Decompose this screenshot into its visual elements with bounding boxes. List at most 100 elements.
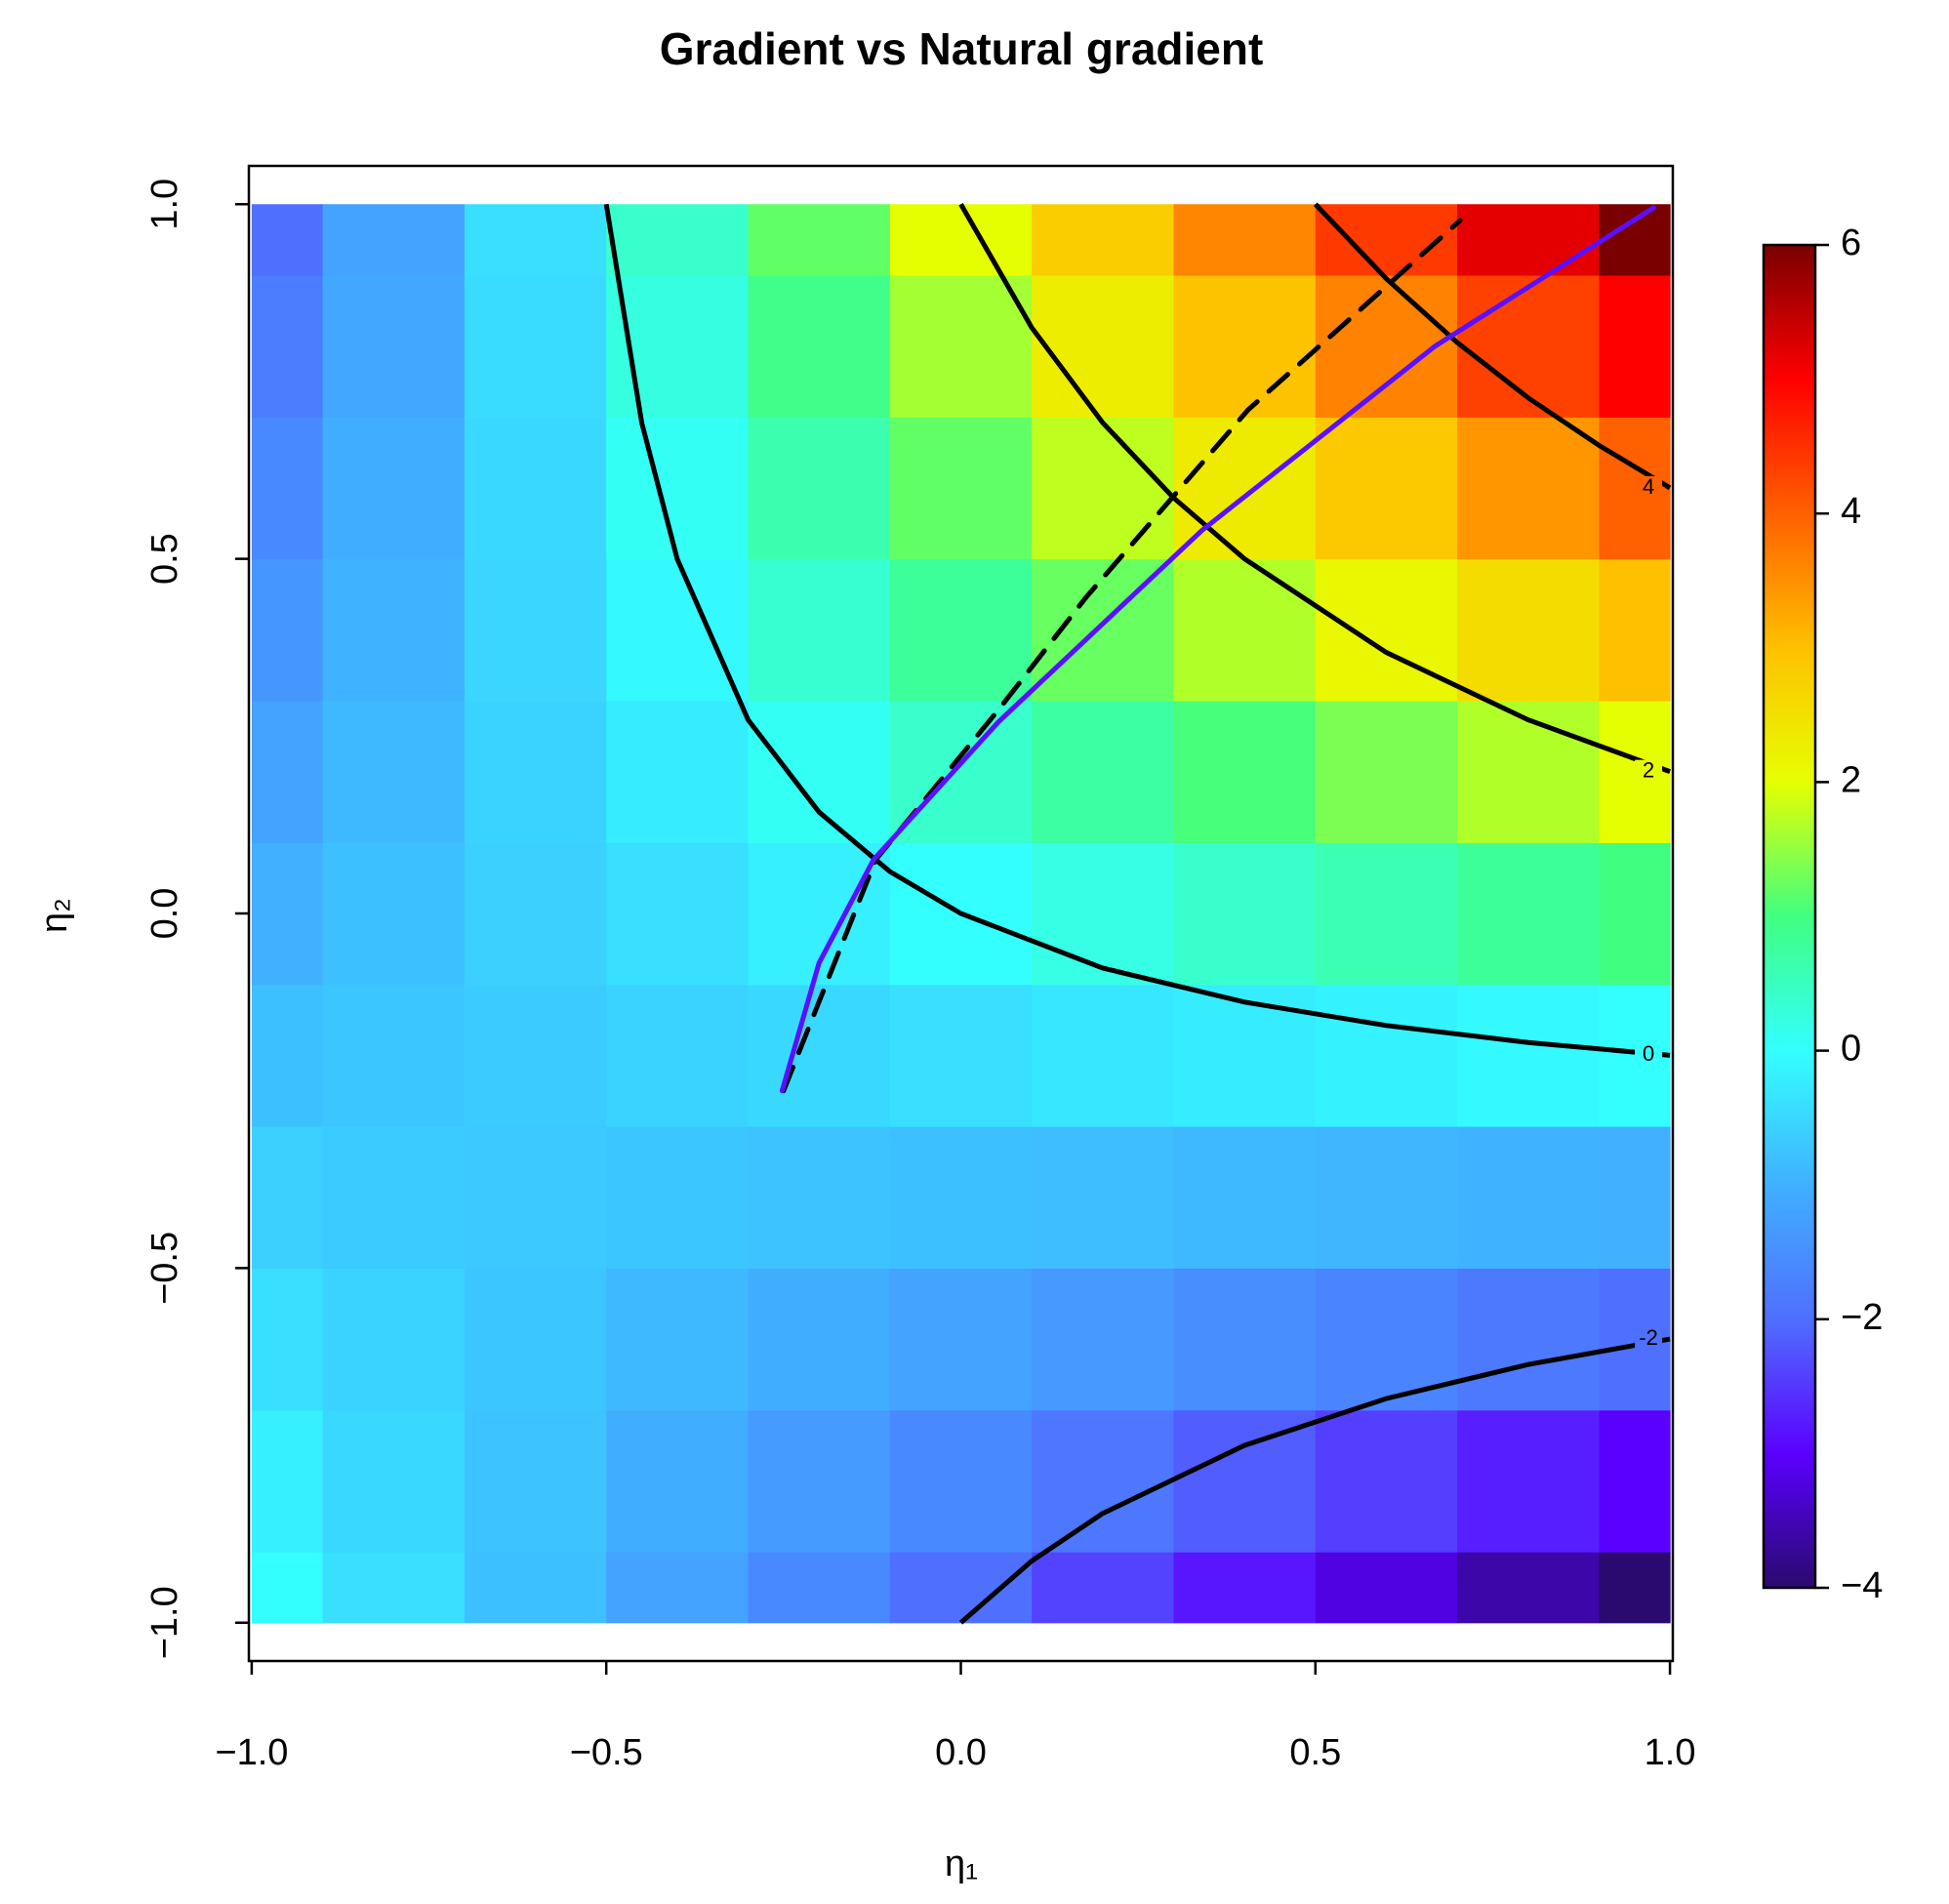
heat-cell xyxy=(1457,204,1601,276)
heat-cell xyxy=(1315,1126,1458,1269)
y-tick-label: 0.5 xyxy=(144,533,185,585)
contour-line xyxy=(1313,202,1672,491)
heat-cell xyxy=(1599,204,1671,276)
colorbar-tick-label: −2 xyxy=(1841,1297,1883,1338)
heat-cell xyxy=(1173,1409,1317,1553)
heat-cell xyxy=(322,204,466,276)
y-tick-label: −1.0 xyxy=(144,1586,185,1659)
heat-cell xyxy=(1173,1552,1317,1624)
heat-cell xyxy=(251,204,324,276)
contour-label: 4 xyxy=(1643,474,1654,499)
colorbar xyxy=(1762,243,1817,1590)
heat-cell xyxy=(251,417,324,560)
y-tick-label: 1.0 xyxy=(144,179,185,230)
heat-cell xyxy=(748,700,891,843)
heat-cell xyxy=(889,1268,1033,1411)
heat-cell xyxy=(889,417,1033,560)
heat-cell xyxy=(322,1126,466,1269)
overlay: 4 2 0 -2 xyxy=(603,202,1672,1625)
contour-line xyxy=(958,1336,1671,1625)
heat-cell xyxy=(1599,842,1671,986)
heat-cell xyxy=(322,1409,466,1553)
heat-cell xyxy=(464,700,607,843)
heat-cell xyxy=(889,700,1033,843)
heat-cell xyxy=(1457,984,1601,1127)
heat-cell xyxy=(322,558,466,702)
y-tick-label: 0.0 xyxy=(144,888,185,940)
heat-cell xyxy=(1457,1409,1601,1553)
heat-cell xyxy=(1315,842,1458,986)
heat-cell xyxy=(464,274,607,418)
heat-cell xyxy=(251,558,324,702)
heat-cell xyxy=(748,274,891,418)
heat-cell xyxy=(606,558,750,702)
heat-cell xyxy=(1032,417,1175,560)
heat-cell xyxy=(464,204,607,276)
heat-cell xyxy=(1032,274,1175,418)
heat-cell xyxy=(1457,1268,1601,1411)
x-tick-label: −1.0 xyxy=(215,1732,288,1773)
heat-cell xyxy=(606,1268,750,1411)
heat-cell xyxy=(251,1126,324,1269)
heat-cell xyxy=(464,984,607,1127)
heat-cell xyxy=(251,1268,324,1411)
heat-cell xyxy=(889,1409,1033,1553)
x-tick-label: 0.0 xyxy=(935,1732,987,1773)
heat-cell xyxy=(1032,558,1175,702)
heat-cell xyxy=(748,558,891,702)
heat-cell xyxy=(1315,204,1458,276)
y-tick-label: −0.5 xyxy=(144,1232,185,1305)
x-tick-label: 0.5 xyxy=(1289,1732,1341,1773)
heat-cell xyxy=(1315,984,1458,1127)
heatmap xyxy=(251,204,1671,1624)
heat-cell xyxy=(748,1409,891,1553)
colorbar-tick-label: −4 xyxy=(1841,1565,1883,1606)
heat-cell xyxy=(889,984,1033,1127)
heat-cell xyxy=(748,417,891,560)
heat-cell xyxy=(889,204,1033,276)
contour-label-bg xyxy=(1635,475,1663,500)
heat-cell xyxy=(1315,558,1458,702)
x-axis-label: η₁ xyxy=(945,1843,978,1884)
heat-cell xyxy=(464,1552,607,1624)
heat-cell xyxy=(889,274,1033,418)
optimization-path xyxy=(781,218,1463,1094)
heat-cell xyxy=(1173,558,1317,702)
heat-cell xyxy=(1032,1552,1175,1624)
heat-cell xyxy=(464,1409,607,1553)
contour-label: 2 xyxy=(1643,757,1654,782)
heat-cell xyxy=(1457,1126,1601,1269)
heat-cell xyxy=(1599,1126,1671,1269)
heat-cell xyxy=(251,1552,324,1624)
heat-cell xyxy=(1599,1552,1671,1624)
heat-cell xyxy=(322,274,466,418)
optimization-path xyxy=(779,205,1656,1094)
y-axis-label: η₂ xyxy=(34,898,75,933)
heat-cell xyxy=(748,1126,891,1269)
heat-cell xyxy=(748,204,891,276)
heat-cell xyxy=(606,1126,750,1269)
heat-cell xyxy=(748,984,891,1127)
heat-cell xyxy=(606,1552,750,1624)
heat-cell xyxy=(322,842,466,986)
heat-cell xyxy=(606,700,750,843)
contour-line xyxy=(603,203,1671,1058)
heat-cell xyxy=(1599,274,1671,418)
heat-cell xyxy=(322,417,466,560)
colorbar-tick-label: 2 xyxy=(1841,759,1861,800)
heat-cell xyxy=(606,984,750,1127)
contour-label-bg xyxy=(1635,1043,1663,1068)
heat-cell xyxy=(1173,204,1317,276)
chart-title: Gradient vs Natural gradient xyxy=(660,23,1264,74)
heat-cell xyxy=(606,417,750,560)
heat-cell xyxy=(464,1268,607,1411)
colorbar-tick-label: 4 xyxy=(1841,491,1861,532)
heat-cell xyxy=(1032,1126,1175,1269)
heat-cell xyxy=(1173,984,1317,1127)
heat-cell xyxy=(1457,700,1601,843)
heat-cell xyxy=(1457,274,1601,418)
axes: −1.0 −0.5 0.0 0.5 1.0 −1.0 −0.5 0.0 0.5 1.0 −4 −2 0 2… xyxy=(144,179,1883,1773)
heat-cell xyxy=(1315,700,1458,843)
x-tick-label: −0.5 xyxy=(570,1732,643,1773)
